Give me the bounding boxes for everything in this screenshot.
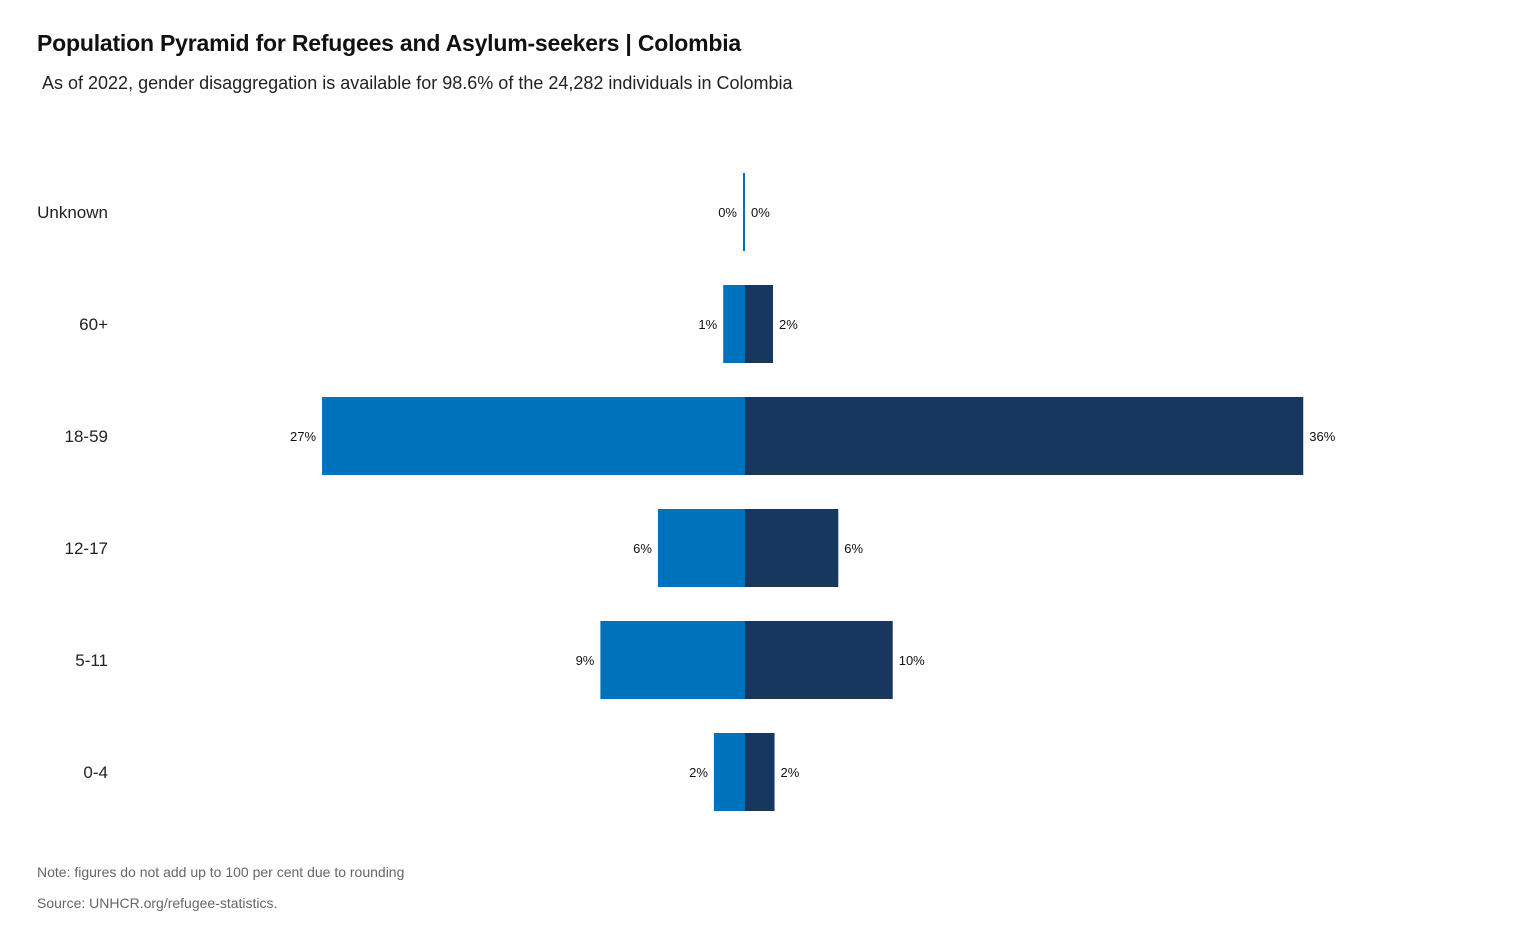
value-label-left-0-4: 2%: [689, 765, 708, 780]
bar-left-5-11: [600, 621, 745, 699]
category-label-0-4: 0-4: [83, 763, 108, 782]
category-label-12-17: 12-17: [65, 539, 108, 558]
bar-right-5-11: [745, 621, 893, 699]
value-label-right-18-59: 36%: [1309, 429, 1335, 444]
category-label-5-11: 5-11: [75, 651, 108, 670]
chart-title: Population Pyramid for Refugees and Asyl…: [37, 30, 742, 56]
chart-subtitle: As of 2022, gender disaggregation is ava…: [42, 73, 793, 93]
bar-right-60: [745, 285, 773, 363]
category-label-18-59: 18-59: [65, 427, 108, 446]
value-label-left-5-11: 9%: [576, 653, 595, 668]
bar-right-0-4: [745, 733, 775, 811]
value-label-left-60: 1%: [698, 317, 717, 332]
value-label-right-60: 2%: [779, 317, 798, 332]
category-label-unknown: Unknown: [37, 203, 108, 222]
footnote-note: Note: figures do not add up to 100 per c…: [37, 864, 405, 880]
bar-right-18-59: [745, 397, 1304, 475]
bar-left-60: [723, 285, 745, 363]
footnote-source: Source: UNHCR.org/refugee-statistics.: [37, 895, 278, 911]
bar-left-0-4: [713, 733, 745, 811]
value-label-left-unknown: 0%: [718, 205, 737, 220]
value-label-right-unknown: 0%: [751, 205, 770, 220]
bar-right-12-17: [745, 509, 839, 587]
bar-left-12-17: [657, 509, 745, 587]
value-label-left-18-59: 27%: [290, 429, 316, 444]
value-label-right-0-4: 2%: [781, 765, 800, 780]
value-label-right-5-11: 10%: [899, 653, 925, 668]
bar-left-18-59: [322, 397, 745, 475]
value-label-left-12-17: 6%: [633, 541, 652, 556]
value-label-right-12-17: 6%: [844, 541, 863, 556]
bar-zero-marker-unknown: [743, 173, 745, 251]
category-label-60: 60+: [79, 315, 108, 334]
